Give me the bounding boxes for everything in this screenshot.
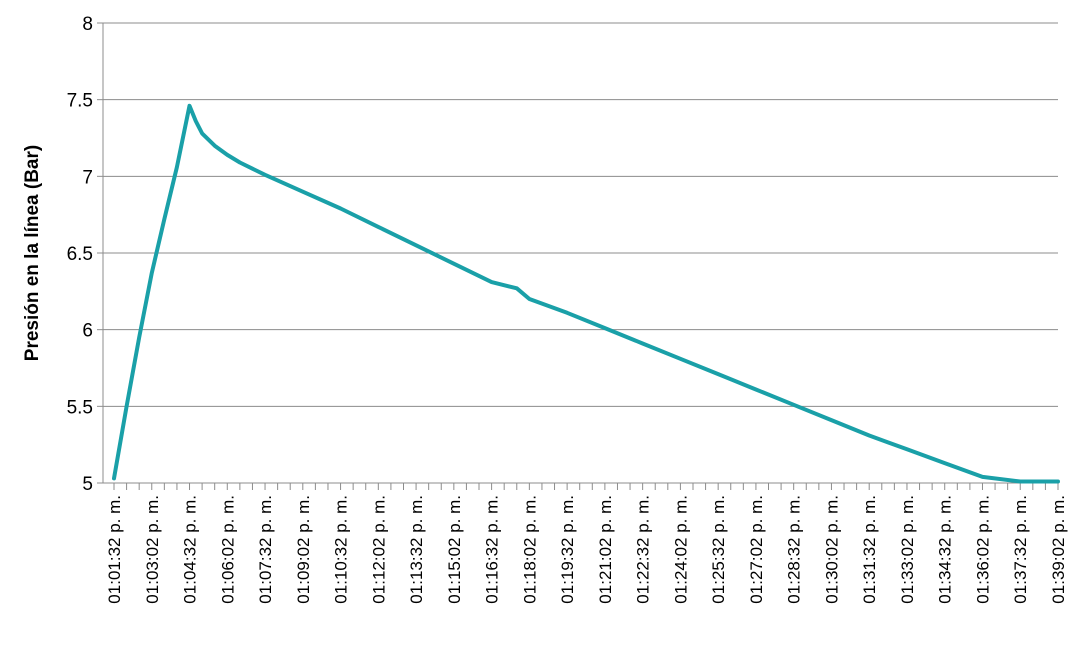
x-tick-label: 01:31:32 p. m.: [860, 495, 879, 604]
x-tick-label: 01:19:32 p. m.: [558, 495, 577, 604]
x-tick-label: 01:16:32 p. m.: [483, 495, 502, 604]
x-tick-label: 01:37:32 p. m.: [1011, 495, 1030, 604]
y-tick-label: 8: [82, 14, 93, 35]
x-tick-label: 01:27:02 p. m.: [747, 495, 766, 604]
y-tick-label: 7.5: [67, 91, 93, 112]
x-tick-label: 01:01:32 p. m.: [105, 495, 124, 604]
x-tick-label: 01:10:32 p. m.: [332, 495, 351, 604]
y-tick-label: 5: [82, 474, 93, 495]
x-tick-label: 01:09:02 p. m.: [294, 495, 313, 604]
x-tick-label: 01:15:02 p. m.: [445, 495, 464, 604]
axes: [97, 22, 1059, 490]
series-layer: [112, 103, 1060, 484]
x-tick-label: 01:03:02 p. m.: [143, 495, 162, 604]
x-tick-label: 01:12:02 p. m.: [369, 495, 388, 604]
x-tick-label: 01:24:02 p. m.: [671, 495, 690, 604]
gridlines: [103, 22, 1058, 407]
x-tick-label: 01:18:02 p. m.: [520, 495, 539, 604]
x-tick-label: 01:34:32 p. m.: [936, 495, 955, 604]
x-tick-label: 01:22:32 p. m.: [634, 495, 653, 604]
x-tick-label: 01:04:32 p. m.: [181, 495, 200, 604]
x-tick-label: 01:07:32 p. m.: [256, 495, 275, 604]
x-tick-label: 01:13:32 p. m.: [407, 495, 426, 604]
x-tick-label: 01:36:02 p. m.: [973, 495, 992, 604]
y-tick-label: 7: [82, 167, 93, 188]
y-axis-title: Presión en la línea (Bar): [22, 145, 43, 361]
x-tick-label: 01:33:02 p. m.: [898, 495, 917, 604]
y-tick-label: 5.5: [67, 397, 93, 418]
x-tick-label: 01:28:32 p. m.: [785, 495, 804, 604]
x-tick-label: 01:39:02 p. m.: [1049, 495, 1068, 604]
y-tick-label: 6: [82, 321, 93, 342]
x-axis-tick-labels: 01:01:32 p. m. 01:03:02 p. m. 01:04:32 p. …: [105, 495, 1068, 604]
x-tick-label: 01:25:32 p. m.: [709, 495, 728, 604]
x-tick-label: 01:06:02 p. m.: [218, 495, 237, 604]
y-tick-label: 6.5: [67, 244, 93, 265]
x-tick-label: 01:21:02 p. m.: [596, 495, 615, 604]
series-line: [112, 103, 1060, 484]
y-axis-tick-labels: 5 5.5 6 6.5 7 7.5 8: [67, 14, 93, 495]
x-tick-label: 01:30:02 p. m.: [822, 495, 841, 604]
